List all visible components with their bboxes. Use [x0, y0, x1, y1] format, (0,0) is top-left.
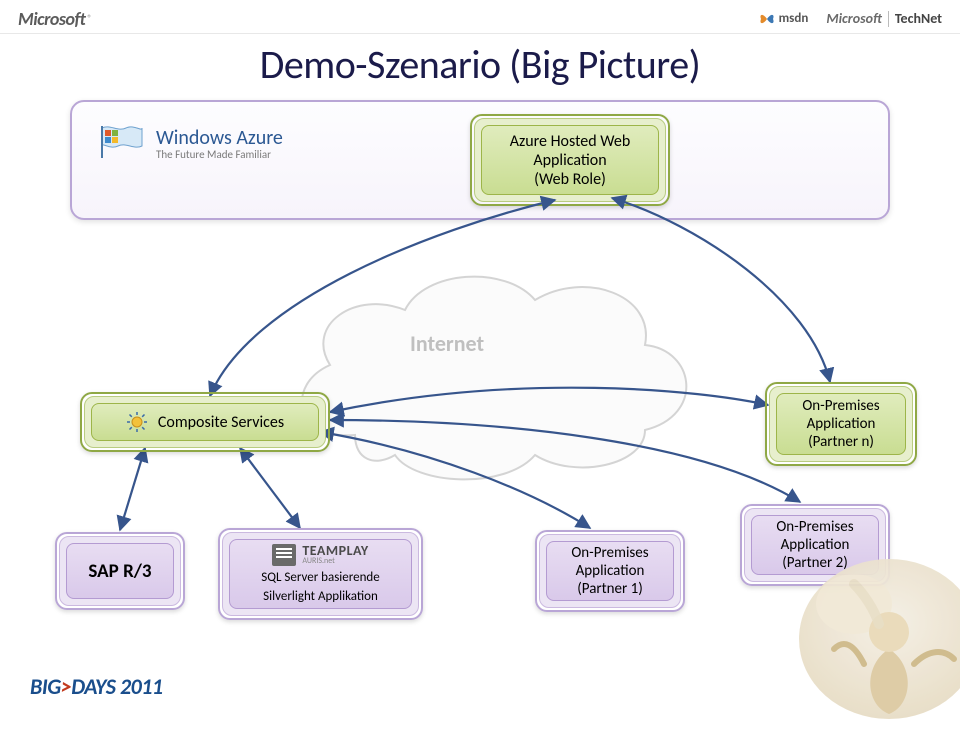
registered-mark: ®: [87, 13, 92, 24]
technet-ms-text: Microsoft: [826, 10, 882, 27]
connector-composite-sap: [120, 448, 145, 530]
onprem1-l2: Application: [576, 562, 645, 580]
sap-label: SAP R/3: [88, 560, 151, 583]
butterfly-icon: [759, 11, 775, 27]
technet-divider: [888, 11, 889, 27]
sql-silverlight-box: TEAMPLAY AURIS.net SQL Server basierende…: [218, 528, 423, 620]
sun-icon: [126, 411, 148, 433]
footer-days: DAYS: [71, 673, 120, 700]
footer-big: BIG: [30, 673, 61, 700]
onprem2-l2: Application: [781, 536, 850, 554]
footer-gt: >: [61, 673, 71, 700]
internet-cloud: [275, 255, 705, 485]
onpremn-l3: (Partner n): [808, 433, 874, 451]
azure-line1: Windows Azure: [156, 128, 283, 149]
slide-root: Microsoft® msdn Microsoft TechNet Demo-S…: [0, 0, 960, 720]
msdn-text: msdn: [779, 11, 809, 26]
azure-web-l3: (Web Role): [534, 170, 606, 189]
slide-title: Demo-Szenario (Big Picture): [0, 40, 960, 89]
footer-year: 2011: [120, 673, 163, 700]
azure-flag-icon: [98, 122, 146, 167]
onpremn-l2: Application: [807, 415, 876, 433]
sap-box: SAP R/3: [55, 532, 185, 610]
bigdays-footer: BIG>DAYS 2011: [30, 673, 163, 700]
onprem-partner-n-box: On-Premises Application (Partner n): [765, 382, 917, 466]
slide-header: Microsoft® msdn Microsoft TechNet: [0, 0, 960, 34]
microsoft-logo: Microsoft®: [18, 8, 92, 30]
azure-web-role-box: Azure Hosted Web Application (Web Role): [470, 114, 670, 206]
sql-l2: Silverlight Applikation: [263, 589, 378, 604]
onprem-partner1-box: On-Premises Application (Partner 1): [535, 530, 685, 612]
azure-line2: The Future Made Familiar: [156, 149, 283, 161]
onprem1-l1: On-Premises: [571, 544, 648, 562]
composite-services-box: Composite Services: [80, 392, 330, 452]
sql-l1: SQL Server basierende: [261, 570, 379, 585]
msdn-logo: msdn: [759, 11, 809, 27]
painting-decoration: [794, 554, 960, 724]
header-right: msdn Microsoft TechNet: [759, 10, 942, 27]
azure-web-l1: Azure Hosted Web: [510, 132, 631, 151]
technet-text: TechNet: [895, 10, 942, 27]
windows-azure-logo: Windows Azure The Future Made Familiar: [98, 122, 283, 167]
teamplay-logo: TEAMPLAY AURIS.net: [272, 544, 368, 566]
composite-label: Composite Services: [158, 413, 284, 432]
onprem1-l3: (Partner 1): [577, 580, 643, 598]
teamplay-icon: [272, 544, 296, 566]
onpremn-l1: On-Premises: [802, 397, 879, 415]
internet-label: Internet: [410, 330, 484, 357]
technet-logo: Microsoft TechNet: [826, 10, 942, 27]
onprem2-l1: On-Premises: [776, 518, 853, 536]
microsoft-logo-text: Microsoft: [18, 8, 85, 30]
azure-brand-text: Windows Azure The Future Made Familiar: [156, 128, 283, 161]
azure-web-l2: Application: [533, 151, 606, 170]
